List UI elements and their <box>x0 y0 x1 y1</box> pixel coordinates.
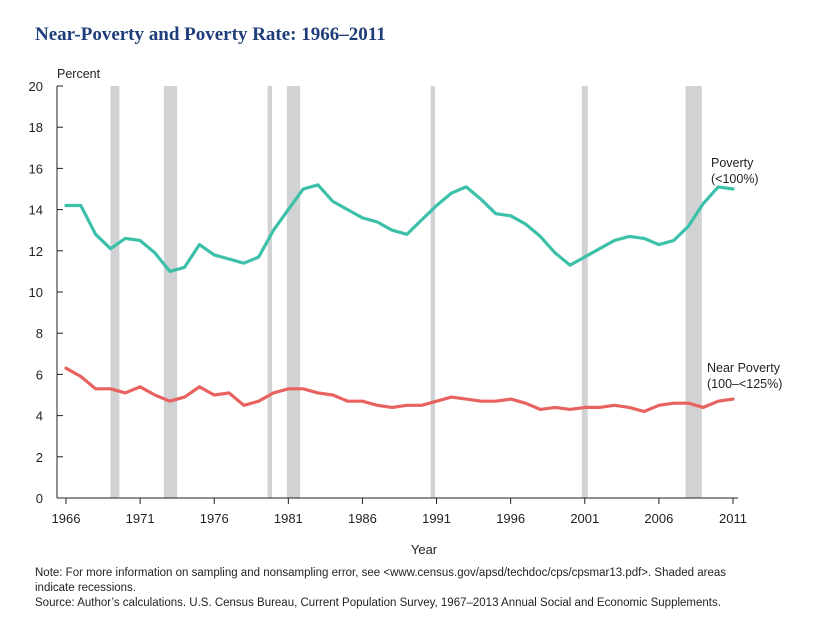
y-tick-label: 18 <box>29 120 43 135</box>
note-text: Note: For more information on sampling a… <box>35 567 727 579</box>
x-axis-label: Year <box>410 542 438 557</box>
recession-band <box>286 86 301 498</box>
recession-band <box>163 86 178 498</box>
x-tick-label: 1996 <box>496 511 525 526</box>
x-tick-label: 2001 <box>570 511 599 526</box>
recession-band <box>110 86 120 498</box>
y-tick-label: 16 <box>29 161 43 176</box>
x-tick-label: 1966 <box>52 511 81 526</box>
x-tick-label: 1986 <box>348 511 377 526</box>
y-tick-label: 8 <box>36 326 43 341</box>
source-text: Source: Author’s calculations. U.S. Cens… <box>35 597 721 609</box>
y-tick-label: 4 <box>36 409 43 424</box>
y-tick-label: 12 <box>29 244 43 259</box>
axes: 0 2 4 6 8 10 12 14 16 18 20 Percent 1966 1971 1976 1981… <box>29 67 747 526</box>
y-axis-label: Percent <box>57 67 101 81</box>
y-tick-label: 0 <box>36 491 43 506</box>
series-label: (100–<125%) <box>707 377 782 391</box>
series-line-near-poverty <box>64 366 735 414</box>
y-tick-label: 10 <box>29 285 43 300</box>
x-tick-label: 1971 <box>126 511 155 526</box>
series-label: (<100%) <box>711 172 759 186</box>
x-tick-label: 1991 <box>422 511 451 526</box>
y-tick-label: 6 <box>36 367 43 382</box>
x-tick-label: 1981 <box>274 511 303 526</box>
recession-band <box>685 86 702 498</box>
note-text-continued: indicate recessions. <box>35 582 136 594</box>
x-tick-label: 1976 <box>200 511 229 526</box>
series-labels: Poverty (<100%) Near Poverty (100–<125%) <box>707 156 782 391</box>
recession-band <box>581 86 588 498</box>
x-tick-label: 2006 <box>644 511 673 526</box>
y-tick-label: 20 <box>29 79 43 94</box>
chart-title: Near-Poverty and Poverty Rate: 1966–2011 <box>35 24 386 45</box>
recession-band <box>267 86 273 498</box>
y-tick-label: 2 <box>36 450 43 465</box>
recession-band <box>430 86 436 498</box>
series-lines <box>64 183 735 414</box>
y-tick-label: 14 <box>29 203 43 218</box>
series-label: Near Poverty <box>707 361 781 375</box>
x-tick-label: 2011 <box>719 511 747 526</box>
line-chart: 0 2 4 6 8 10 12 14 16 18 20 Percent 1966 1971 1976 1981… <box>29 67 783 526</box>
recession-bands <box>110 86 702 498</box>
series-line-poverty <box>64 183 735 273</box>
series-label: Poverty <box>711 156 754 170</box>
